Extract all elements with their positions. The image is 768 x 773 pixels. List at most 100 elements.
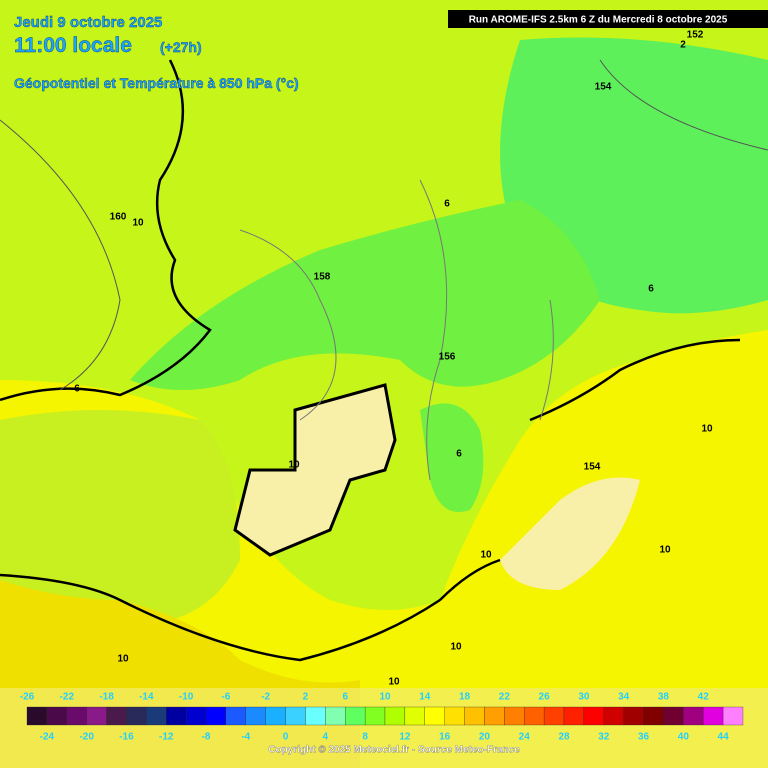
legend-bottom-label: 12 (399, 732, 411, 743)
legend-swatch (265, 706, 286, 726)
legend-background (0, 688, 768, 768)
contour-label: 10 (132, 218, 144, 229)
legend-top-label: 14 (419, 692, 431, 703)
legend-swatch (126, 706, 147, 726)
contour-label: 6 (74, 384, 80, 395)
contour-label: 10 (450, 642, 462, 653)
contour-label: 2 (680, 40, 686, 51)
legend-swatch (166, 706, 187, 726)
legend-swatch (603, 706, 624, 726)
legend-swatch (524, 706, 545, 726)
legend-bottom-label: -4 (241, 732, 250, 743)
legend-swatch (444, 706, 465, 726)
legend-top-label: 26 (539, 692, 551, 703)
legend-top-label: -18 (99, 692, 114, 703)
copyright: Copyright © 2025 Meteociel.fr - Source M… (268, 745, 520, 756)
legend-top-label: -22 (60, 692, 75, 703)
coastline (0, 59, 741, 662)
legend-bottom-label: 8 (362, 732, 368, 743)
legend-swatch (245, 706, 266, 726)
zone-green-band (130, 200, 600, 390)
legend-bottom-label: 0 (283, 732, 289, 743)
legend-bottom-label: -16 (119, 732, 134, 743)
legend-top-label: 18 (459, 692, 471, 703)
legend-bottom-label: 20 (479, 732, 491, 743)
contour-label: 156 (439, 352, 456, 363)
legend-swatch (305, 706, 326, 726)
contour-label: 10 (701, 424, 713, 435)
legend-swatch (225, 706, 246, 726)
contour-label: 6 (456, 449, 462, 460)
legend-bottom-label: 32 (598, 732, 610, 743)
legend-bottom-label: 16 (439, 732, 451, 743)
legend-top-label: -26 (20, 692, 35, 703)
legend-top-label: 30 (578, 692, 590, 703)
legend-top-label: 6 (342, 692, 348, 703)
legend-swatch (424, 706, 445, 726)
legend-top-label: 10 (379, 692, 391, 703)
legend-bottom-label: 44 (718, 732, 730, 743)
border (239, 179, 554, 481)
legend-swatch (663, 706, 684, 726)
legend-bottom-label: -20 (79, 732, 94, 743)
run-banner (448, 10, 768, 28)
legend-swatch (285, 706, 306, 726)
isohypse (0, 59, 768, 391)
legend-top-label: 34 (618, 692, 630, 703)
legend-swatch (364, 706, 386, 726)
legend-swatch (583, 706, 604, 726)
legend-swatch (643, 706, 664, 726)
contour-label: 154 (595, 82, 612, 93)
legend-swatch (46, 706, 67, 726)
contour-label: 152 (687, 30, 704, 41)
legend-top-label: 42 (698, 692, 710, 703)
zone-west (0, 410, 240, 624)
legend-bottom-label: -12 (159, 732, 174, 743)
contour-label: 154 (584, 462, 601, 473)
legend-swatch (563, 706, 585, 726)
forecast-date: Jeudi 9 octobre 2025 (14, 14, 162, 31)
legend-swatch (464, 706, 485, 726)
legend-swatch (404, 706, 425, 726)
legend-swatch (185, 706, 207, 726)
run-info: Run AROME-IFS 2.5km 6 Z du Mercredi 8 oc… (469, 15, 728, 26)
legend-swatch (146, 706, 167, 726)
legend-bottom-label: -24 (40, 732, 55, 743)
legend-swatch (86, 706, 107, 726)
legend-swatch (384, 706, 406, 726)
legend-swatch (345, 706, 366, 726)
legend-bottom-label: 40 (678, 732, 690, 743)
forecast-time: 11:00 locale (14, 34, 132, 57)
legend-swatch (26, 706, 48, 726)
legend-top-label: 22 (499, 692, 511, 703)
legend-bottom-label: 24 (519, 732, 531, 743)
legend-bottom-label: 4 (323, 732, 329, 743)
contour-label: 160 (110, 212, 127, 223)
contour-label: 10 (117, 654, 129, 665)
legend-swatch (484, 706, 505, 726)
legend-bottom-label: 36 (638, 732, 650, 743)
contour-label: 10 (288, 460, 300, 471)
contour-label: 158 (314, 272, 331, 283)
legend-top-label: -6 (221, 692, 230, 703)
contour-label: 10 (659, 545, 671, 556)
legend-swatch (623, 706, 644, 726)
contour-label: 10 (388, 677, 400, 688)
legend-swatch (205, 706, 227, 726)
legend-swatch (325, 706, 346, 726)
contour-label: 6 (444, 199, 450, 210)
region-outline (233, 383, 397, 557)
legend-swatch (703, 706, 724, 726)
legend-top-label: 38 (658, 692, 670, 703)
legend-swatch (722, 706, 744, 726)
contour-label: 10 (480, 550, 492, 561)
forecast-lead: (+27h) (160, 39, 202, 55)
legend-top-label: -14 (139, 692, 154, 703)
legend-bottom-label: 28 (558, 732, 570, 743)
legend-top-label: -10 (179, 692, 194, 703)
legend-swatch (106, 706, 127, 726)
zone-pale (500, 477, 640, 590)
contour-label: 6 (648, 284, 654, 295)
legend-top-label: 2 (303, 692, 309, 703)
